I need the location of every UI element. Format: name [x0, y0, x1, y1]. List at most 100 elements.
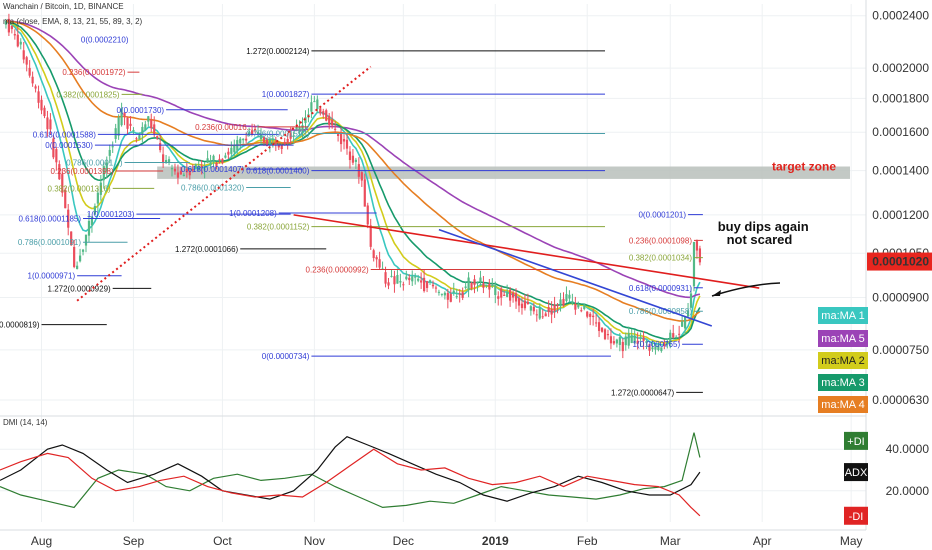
- dmi-layer: [0, 432, 701, 517]
- candle-body: [242, 138, 245, 141]
- candle-body: [428, 280, 432, 283]
- candle-body: [221, 158, 224, 164]
- candle-body: [224, 155, 227, 158]
- candle-body: [176, 172, 180, 178]
- candle-body: [425, 281, 429, 289]
- candle-body: [577, 303, 580, 308]
- candle-body: [624, 336, 627, 346]
- fib-levels-layer: 0(0.0002210) 0.236(0.0001972) 0.382(0.0001…: [0, 35, 703, 397]
- candle-body: [612, 341, 616, 344]
- candle-body: [675, 336, 678, 338]
- date-tick-label: Aug: [31, 534, 52, 548]
- candle-body: [411, 276, 414, 282]
- dmi-value-label: +DI: [847, 436, 864, 448]
- candle-body: [185, 168, 188, 173]
- candle-body: [67, 209, 70, 228]
- fib-level-label: 0.382(0.0001825): [56, 90, 120, 99]
- annotation-text: not scared: [727, 232, 793, 247]
- candle-body: [464, 286, 467, 288]
- candle-body: [639, 337, 642, 339]
- candle-body: [437, 291, 441, 293]
- date-tick-label: May: [840, 534, 863, 548]
- price-tick-label: 0.0001600: [872, 125, 929, 139]
- candle-body: [627, 333, 630, 346]
- dmi-tick-label: 40.0000: [886, 442, 930, 456]
- candle-body: [452, 290, 455, 293]
- candle-body: [645, 340, 648, 343]
- candle-body: [40, 99, 43, 111]
- candle-body: [363, 179, 366, 207]
- candle-body: [342, 139, 346, 142]
- candle-body: [64, 189, 67, 209]
- candle-body: [265, 139, 269, 147]
- candle-body: [520, 303, 524, 309]
- candle-body: [212, 155, 215, 161]
- candle-body: [494, 285, 497, 296]
- date-tick-label: Nov: [304, 534, 325, 548]
- candle-body: [568, 294, 571, 299]
- candle-body: [99, 182, 102, 195]
- candle-body: [46, 117, 49, 130]
- price-axis-bg: [866, 0, 932, 550]
- candle-body: [583, 304, 586, 309]
- candle-body: [689, 293, 693, 308]
- candle-body: [129, 123, 132, 126]
- candle-body: [322, 111, 325, 115]
- candle-body: [271, 138, 274, 141]
- price-tick-label: 0.0001800: [872, 91, 929, 105]
- candle-body: [286, 138, 289, 144]
- candle-body: [144, 124, 147, 131]
- date-tick-label: Mar: [660, 534, 681, 548]
- candle-body: [648, 344, 651, 351]
- candle-body: [491, 284, 494, 287]
- candle-body: [348, 151, 352, 161]
- candle-body: [446, 293, 449, 300]
- candle-body: [618, 337, 621, 345]
- candle-body: [182, 174, 185, 176]
- candle-body: [672, 333, 675, 338]
- candle-body: [209, 160, 212, 166]
- date-tick-label: Sep: [123, 534, 145, 548]
- date-tick-label: Feb: [577, 534, 598, 548]
- candle-body: [642, 337, 645, 341]
- trendlines-layer: [76, 65, 760, 327]
- candle-body: [108, 149, 111, 156]
- candle-body: [70, 231, 73, 246]
- candle-body: [191, 169, 194, 171]
- candle-body: [78, 255, 82, 262]
- dmi-value-tag: [844, 431, 868, 450]
- candle-body: [162, 154, 165, 163]
- candle-body: [683, 316, 687, 329]
- candle-body: [250, 130, 254, 135]
- candle-body: [482, 283, 485, 288]
- candle-body: [633, 335, 636, 344]
- dmi-value-tag: [844, 463, 868, 482]
- ma-legend-tag: [818, 396, 868, 413]
- dmi-tick-label: 20.0000: [886, 484, 930, 498]
- date-tick-label: Dec: [393, 534, 414, 548]
- fib-level-label: 0.382(0.0001034): [629, 254, 693, 263]
- candle-body: [423, 277, 426, 292]
- candle-body: [529, 306, 532, 311]
- trendline-blue-resistance: [438, 228, 713, 327]
- candle-body: [233, 144, 236, 153]
- candle-body: [334, 128, 337, 130]
- target-zone-band: [157, 166, 850, 179]
- candle-body: [230, 147, 233, 154]
- candle-body: [268, 138, 271, 145]
- candle-body: [408, 277, 411, 281]
- candle-body: [16, 34, 19, 47]
- candle-body: [509, 290, 512, 301]
- candle-body: [532, 306, 535, 312]
- candle-body: [390, 275, 393, 277]
- fib-level-label: 1(0.0000971): [28, 272, 76, 281]
- candle-body: [366, 205, 369, 225]
- candle-body: [52, 138, 55, 158]
- candle-body: [686, 310, 690, 317]
- candle-body: [488, 283, 491, 290]
- candle-body: [259, 134, 263, 140]
- candle-body: [173, 168, 177, 172]
- candle-body: [597, 322, 601, 331]
- fib-level-label: 0.786(0.0001320): [181, 183, 245, 192]
- candle-body: [200, 165, 203, 167]
